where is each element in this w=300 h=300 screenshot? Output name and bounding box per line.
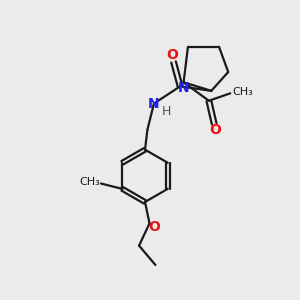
- Text: N: N: [148, 97, 160, 111]
- Text: O: O: [209, 124, 221, 137]
- Text: N: N: [178, 81, 189, 95]
- Text: O: O: [148, 220, 160, 234]
- Text: CH₃: CH₃: [79, 177, 100, 187]
- Text: O: O: [166, 48, 178, 62]
- Text: H: H: [162, 105, 171, 119]
- Text: CH₃: CH₃: [232, 87, 253, 97]
